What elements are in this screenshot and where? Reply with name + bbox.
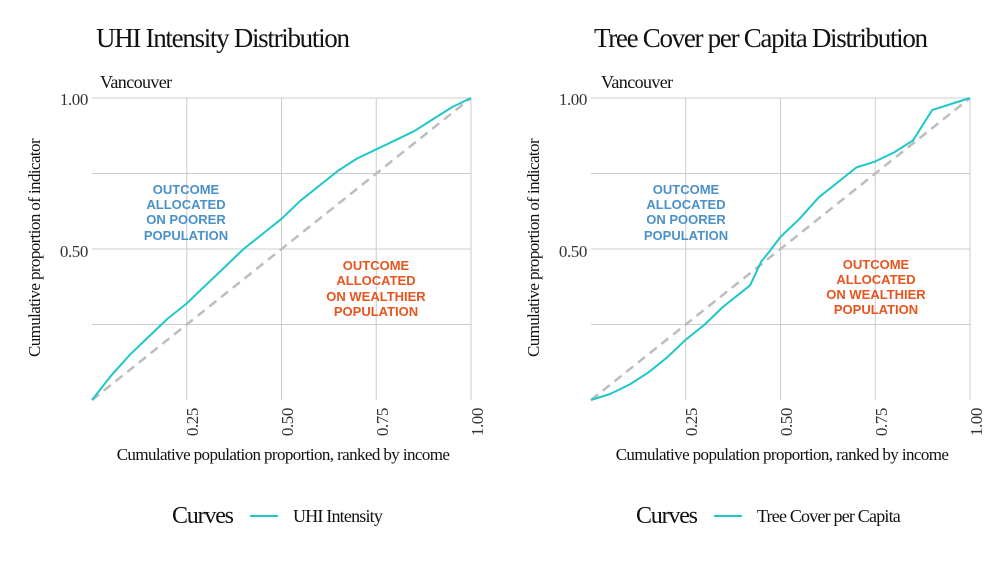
y-tick-label: 1.00	[60, 90, 88, 109]
y-axis-label: Cumulative proportion of indicator	[25, 138, 44, 357]
annotation-wealthier: OUTCOME ALLOCATED ON WEALTHIER POPULATIO…	[826, 257, 926, 317]
y-axis-label: Cumulative proportion of indicator	[524, 138, 543, 357]
y-tick-label: 0.50	[559, 242, 587, 261]
annotation-line: ALLOCATED	[146, 197, 225, 212]
y-tick-label: 1.00	[559, 90, 587, 109]
legend-title: Curves	[172, 503, 234, 529]
series-line	[91, 97, 472, 401]
annotation-line: POPULATION	[834, 302, 918, 317]
annotation-line: ALLOCATED	[646, 197, 725, 212]
x-tick-label: 0.25	[682, 408, 701, 436]
annotation-poorer: OUTCOME ALLOCATED ON POORER POPULATION	[644, 182, 728, 243]
annotation-line: ON POORER	[146, 212, 226, 227]
x-axis-label: Cumulative population proportion, ranked…	[616, 445, 949, 464]
annotation-line: POPULATION	[144, 228, 228, 243]
curves	[590, 97, 971, 401]
chart-title: Tree Cover per Capita Distribution	[594, 23, 929, 53]
annotation-line: ON POORER	[646, 212, 726, 227]
annotation-line: ON WEALTHIER	[326, 289, 426, 304]
series-line	[590, 97, 971, 401]
chart-subtitle: Vancouver	[100, 72, 172, 92]
annotation-poorer: OUTCOME ALLOCATED ON POORER POPULATION	[144, 182, 228, 243]
legend-item-label: Tree Cover per Capita	[757, 506, 901, 526]
annotation-line: ALLOCATED	[836, 272, 915, 287]
annotation-line: OUTCOME	[343, 258, 410, 273]
y-tick-label: 0.50	[60, 242, 88, 261]
annotation-line: ALLOCATED	[336, 273, 415, 288]
x-tick-label: 1.00	[967, 408, 986, 436]
chart-subtitle: Vancouver	[601, 72, 673, 92]
equality-line	[91, 97, 472, 401]
annotation-line: OUTCOME	[843, 257, 910, 272]
legend: Curves Tree Cover per Capita	[636, 503, 902, 529]
x-tick-label: 0.75	[872, 408, 891, 436]
panel-uhi: UHI Intensity Distribution Vancouver 1.0…	[25, 23, 487, 529]
x-tick-label: 1.00	[468, 408, 487, 436]
curves	[91, 97, 472, 401]
annotation-wealthier: OUTCOME ALLOCATED ON WEALTHIER POPULATIO…	[326, 258, 426, 319]
x-tick-label: 0.25	[183, 408, 202, 436]
chart-title: UHI Intensity Distribution	[96, 23, 350, 53]
legend-item-label: UHI Intensity	[293, 506, 383, 526]
equality-line	[590, 97, 971, 401]
panel-tree-cover: Tree Cover per Capita Distribution Vanco…	[524, 23, 986, 529]
legend-title: Curves	[636, 503, 698, 529]
x-tick-label: 0.50	[278, 408, 297, 436]
annotation-line: OUTCOME	[653, 182, 720, 197]
x-tick-label: 0.75	[373, 408, 392, 436]
annotation-line: POPULATION	[334, 304, 418, 319]
x-axis-label: Cumulative population proportion, ranked…	[117, 445, 450, 464]
annotation-line: POPULATION	[644, 228, 728, 243]
x-tick-label: 0.50	[777, 408, 796, 436]
legend: Curves UHI Intensity	[172, 503, 384, 529]
annotation-line: OUTCOME	[153, 182, 220, 197]
annotation-line: ON WEALTHIER	[826, 287, 926, 302]
